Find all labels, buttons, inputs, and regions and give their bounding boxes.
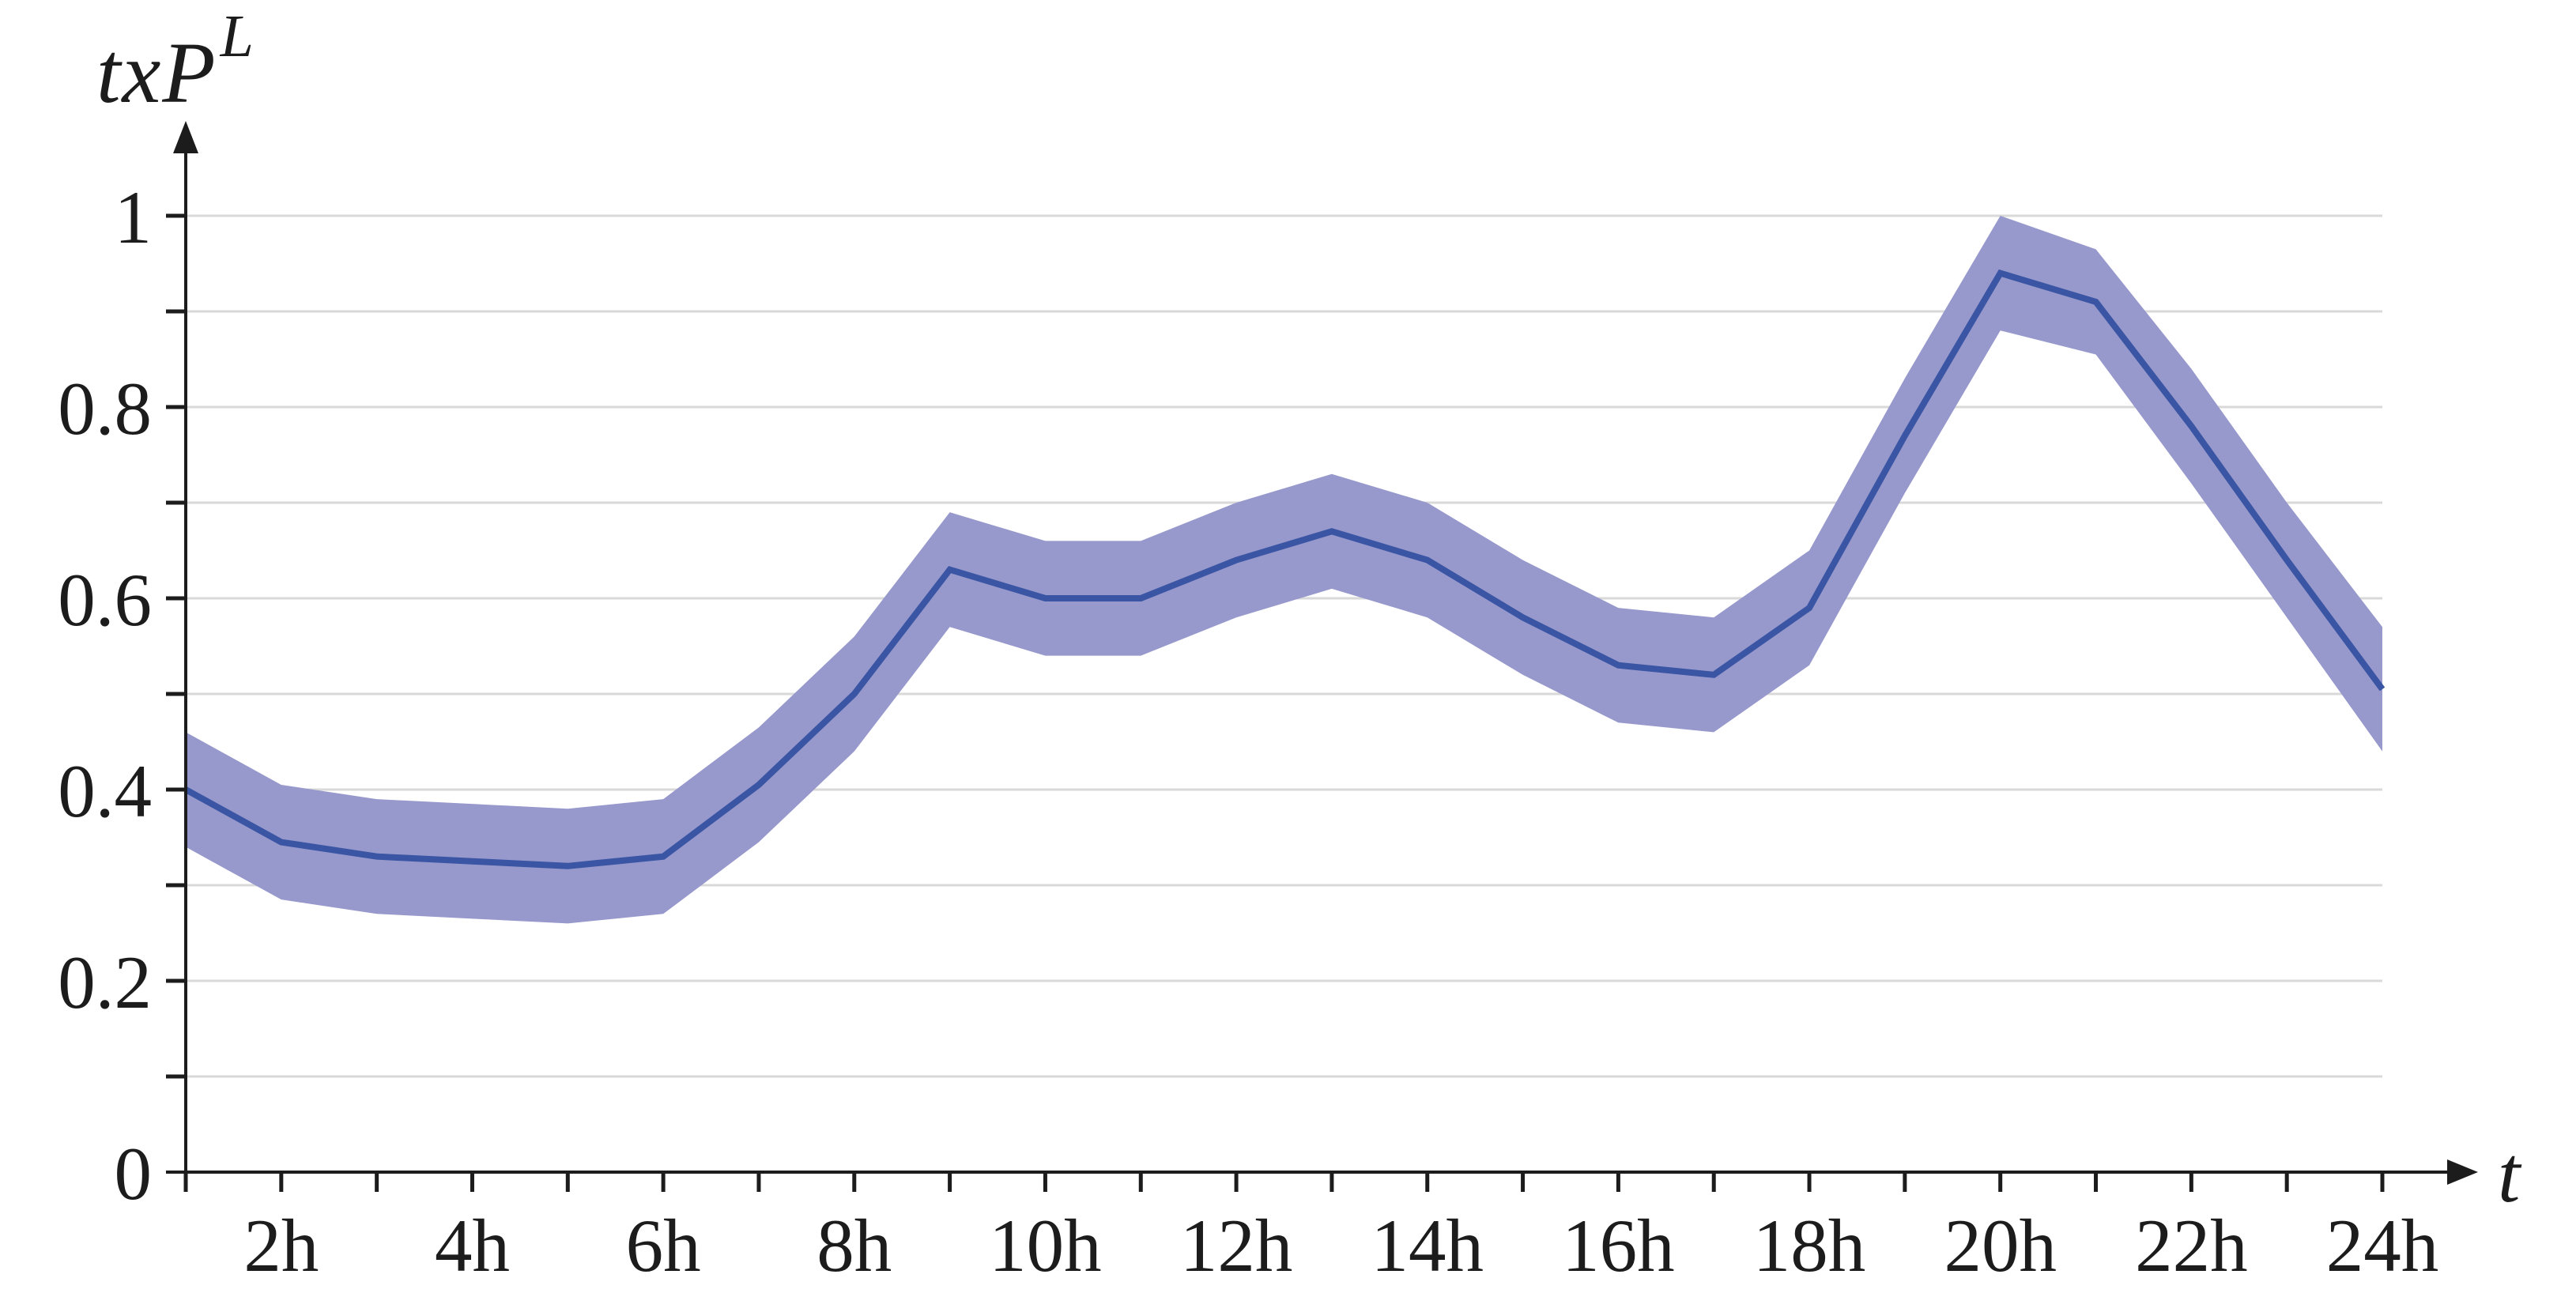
y-axis-title-superscript: L: [220, 3, 254, 70]
y-tick-label: 0.2: [58, 941, 152, 1024]
y-axis-title: txPL: [96, 6, 254, 116]
x-tick-label: 24h: [2326, 1204, 2439, 1287]
x-tick-label: 2h: [243, 1204, 319, 1287]
confidence-band: [186, 216, 2382, 924]
x-tick-label: 14h: [1371, 1204, 1484, 1287]
x-tick-label: 10h: [989, 1204, 1102, 1287]
x-tick-label: 12h: [1180, 1204, 1293, 1287]
x-tick-label: 6h: [626, 1204, 701, 1287]
x-tick-label: 22h: [2135, 1204, 2248, 1287]
mean-line: [184, 269, 2386, 869]
x-axis-arrowhead: [2447, 1159, 2478, 1185]
y-axis-title-base: txP: [96, 25, 217, 121]
y-tick-label: 0.4: [58, 749, 152, 833]
y-tick-label: 1: [115, 175, 153, 259]
y-tick-label: 0: [115, 1132, 153, 1216]
x-axis-title: t: [2498, 1130, 2522, 1220]
x-tick-label: 8h: [817, 1204, 892, 1287]
y-tick-label: 0.8: [58, 367, 152, 451]
x-tick-label: 20h: [1944, 1204, 2057, 1287]
x-tick-label: 4h: [435, 1204, 510, 1287]
x-tick-label: 18h: [1753, 1204, 1866, 1287]
y-axis-arrowhead: [173, 121, 198, 153]
x-tick-label: 16h: [1562, 1204, 1675, 1287]
y-tick-label: 0.6: [58, 558, 152, 642]
